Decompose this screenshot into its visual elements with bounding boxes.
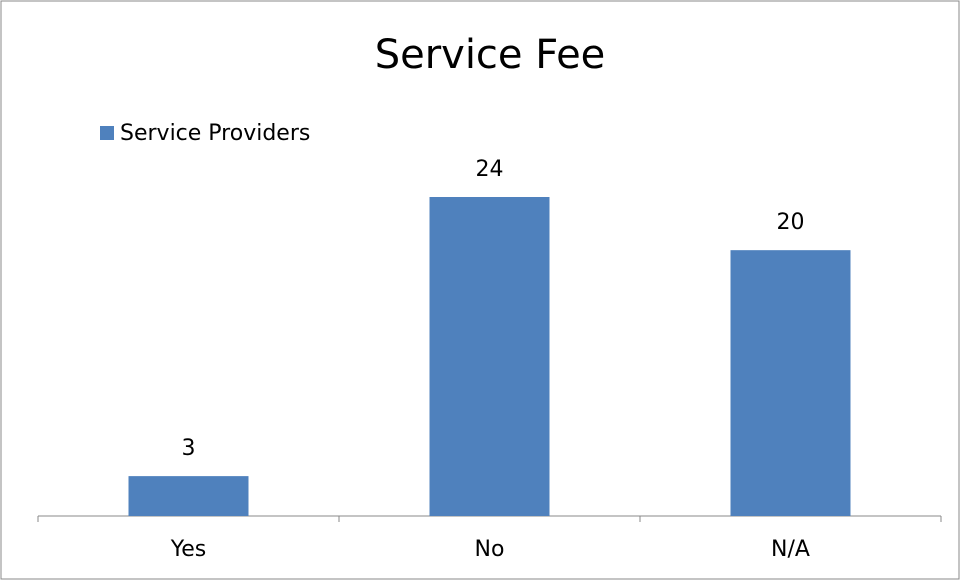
x-tick-label: N/A [771, 537, 810, 562]
data-label: 20 [777, 210, 805, 235]
data-label: 24 [476, 157, 504, 182]
legend-label: Service Providers [120, 121, 310, 146]
bar [128, 476, 249, 516]
chart-title: Service Fee [375, 32, 606, 78]
data-label: 3 [182, 436, 196, 461]
bar [730, 250, 851, 516]
legend-swatch [100, 126, 114, 140]
x-tick-label: Yes [170, 537, 207, 562]
bar [429, 197, 550, 516]
x-tick-label: No [475, 537, 505, 562]
